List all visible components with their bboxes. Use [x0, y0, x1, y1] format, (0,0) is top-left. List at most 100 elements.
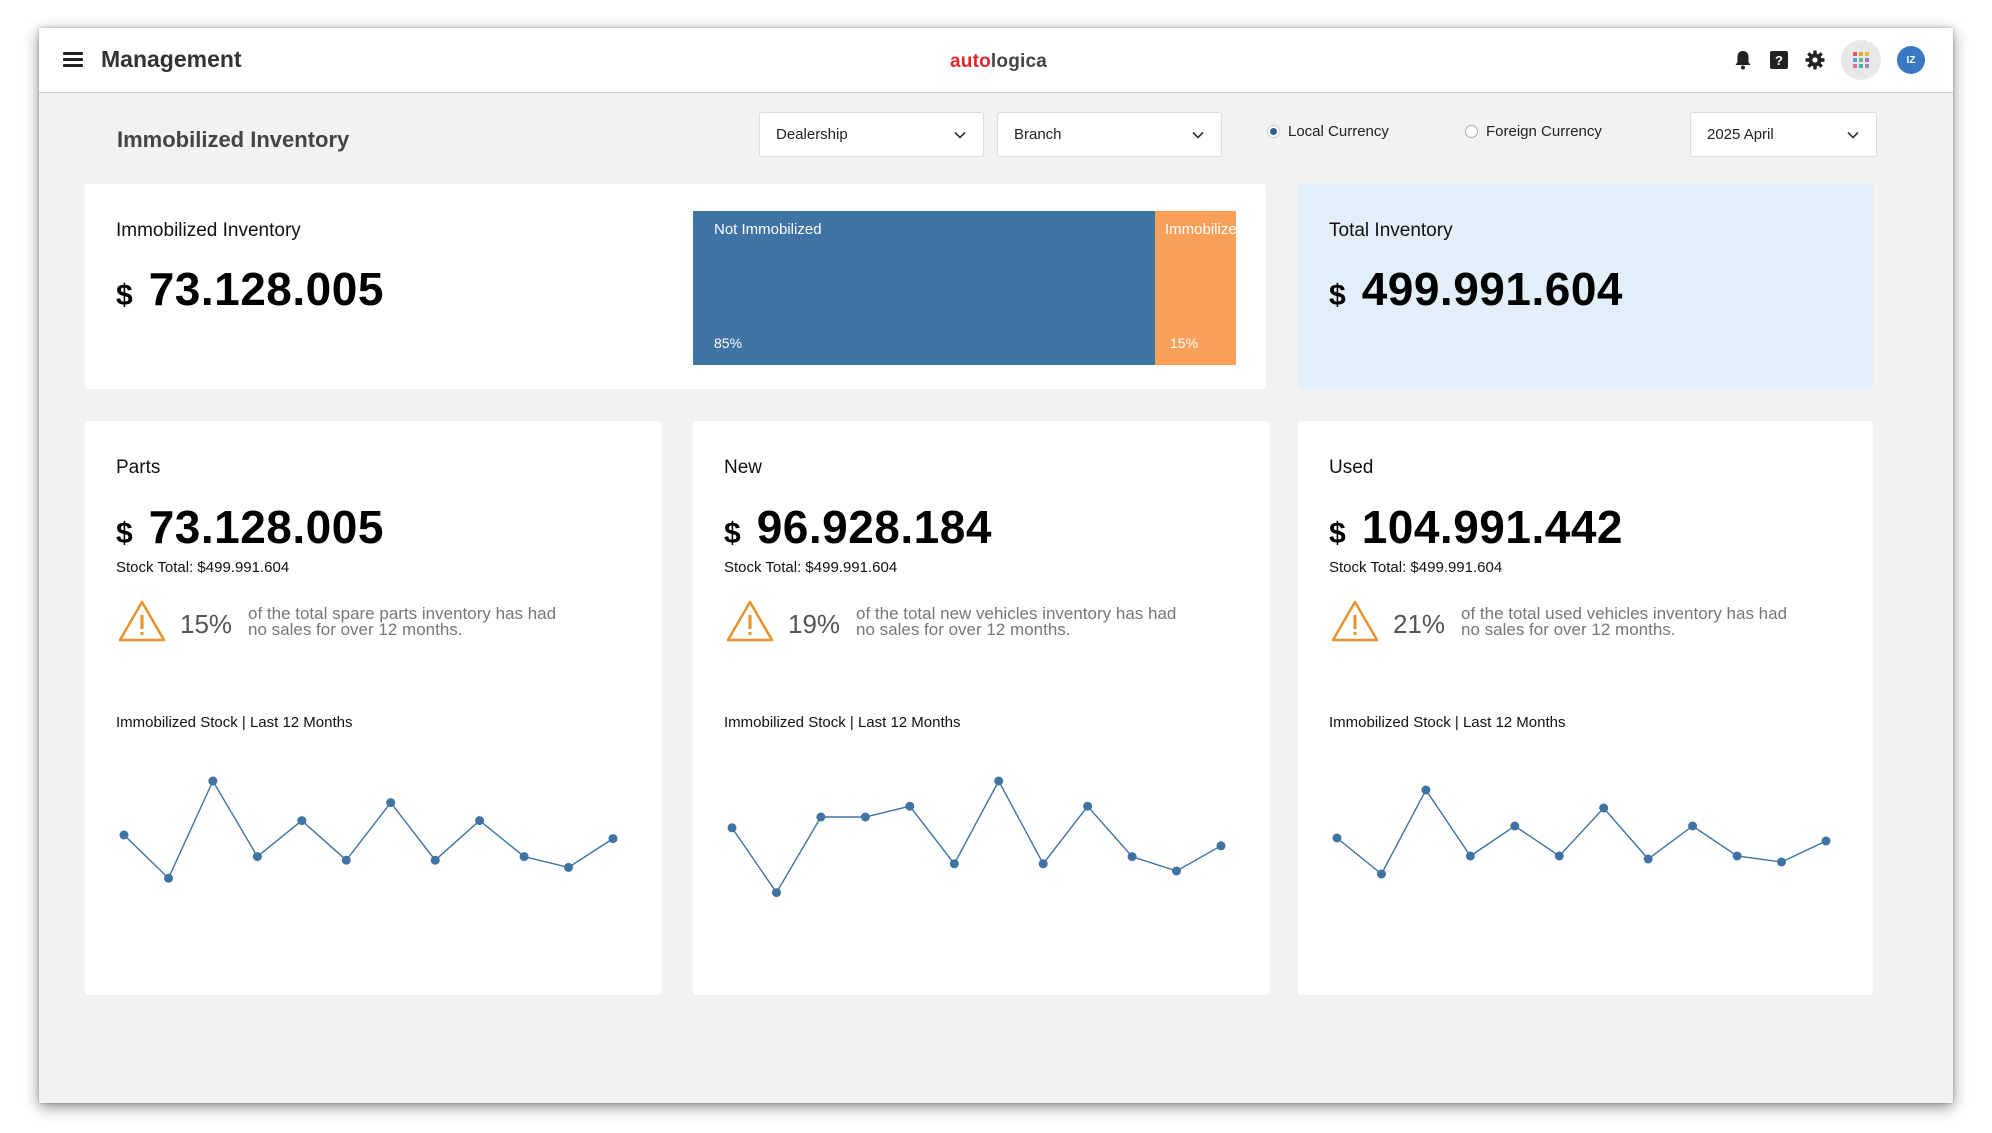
category-amount: $ 73.128.005 [116, 500, 384, 554]
category-label: Parts [116, 457, 161, 478]
category-value: 96.928.184 [756, 501, 992, 553]
warning-text: of the total new vehicles inventory has … [856, 604, 1177, 639]
category-amount: $ 104.991.442 [1329, 500, 1623, 554]
total-amount: $ 499.991.604 [1329, 262, 1623, 316]
not-immobilized-segment[interactable]: Not Immobilized 85% [693, 211, 1155, 365]
foreign-currency-label: Foreign Currency [1486, 123, 1602, 140]
dealership-dropdown[interactable]: Dealership [759, 112, 984, 157]
app-window: Management autologica ? IZ Immobilized I… [39, 28, 1953, 1103]
data-point[interactable] [208, 776, 218, 786]
user-avatar[interactable]: IZ [1897, 46, 1925, 74]
category-label: Used [1329, 457, 1374, 478]
local-currency-radio[interactable]: Local Currency [1267, 123, 1389, 140]
svg-text:?: ? [1775, 53, 1783, 68]
stock-total: Stock Total: $499.991.604 [1329, 559, 1503, 576]
currency-symbol: $ [116, 517, 133, 550]
category-value: 104.991.442 [1361, 501, 1623, 553]
data-point[interactable] [297, 816, 307, 826]
apps-grid-icon[interactable] [1841, 40, 1881, 80]
immobilized-segment-label: Immobilized [1165, 221, 1246, 238]
menu-icon[interactable] [63, 52, 83, 68]
data-point[interactable] [1599, 803, 1609, 813]
data-point[interactable] [1821, 836, 1831, 846]
data-point[interactable] [1554, 851, 1564, 861]
data-point[interactable] [1777, 857, 1786, 867]
chart-title: Immobilized Stock | Last 12 Months [724, 714, 961, 731]
total-label: Total Inventory [1329, 220, 1453, 241]
top-icons: ? IZ [1725, 40, 1925, 80]
period-dropdown[interactable]: 2025 April [1690, 112, 1877, 157]
branch-dropdown[interactable]: Branch [997, 112, 1222, 157]
currency-symbol: $ [724, 517, 741, 550]
parts-card: Parts $ 73.128.005 Stock Total: $499.991… [85, 421, 661, 995]
data-point[interactable] [1465, 851, 1475, 861]
data-point[interactable] [1083, 801, 1093, 811]
data-point[interactable] [164, 873, 173, 883]
period-value: 2025 April [1707, 126, 1774, 143]
category-amount: $ 96.928.184 [724, 500, 992, 554]
data-point[interactable] [994, 776, 1004, 786]
local-currency-label: Local Currency [1288, 123, 1389, 140]
data-point[interactable] [1038, 859, 1048, 869]
currency-symbol: $ [1329, 279, 1346, 312]
autologica-logo: autologica [950, 51, 1048, 72]
warning-icon [118, 600, 166, 642]
total-inventory-card: Total Inventory $ 499.991.604 [1298, 184, 1873, 389]
immobilized-summary-card: Immobilized Inventory $ 73.128.005 Not I… [85, 184, 1266, 389]
data-point[interactable] [1732, 851, 1742, 861]
help-icon[interactable]: ? [1761, 42, 1797, 78]
immobilized-stock-line-chart [727, 776, 1226, 898]
data-point[interactable] [564, 862, 573, 872]
data-point[interactable] [430, 855, 440, 865]
data-point[interactable] [727, 823, 737, 833]
data-point[interactable] [1688, 821, 1698, 831]
chevron-down-icon [954, 131, 966, 139]
data-point[interactable] [860, 812, 870, 822]
chevron-down-icon [1192, 131, 1204, 139]
data-point[interactable] [1172, 866, 1181, 876]
immobilized-stock-line-chart [119, 776, 618, 883]
foreign-currency-radio[interactable]: Foreign Currency [1465, 123, 1602, 140]
stock-total: Stock Total: $499.991.604 [116, 559, 290, 576]
data-point[interactable] [1421, 785, 1431, 795]
not-immobilized-pct: 85% [714, 335, 743, 351]
data-point[interactable] [772, 888, 781, 898]
data-point[interactable] [475, 816, 485, 826]
stock-total: Stock Total: $499.991.604 [724, 559, 898, 576]
data-point[interactable] [519, 852, 529, 862]
series-line [731, 779, 1222, 894]
used-card: Used $ 104.991.442 Stock Total: $499.991… [1298, 421, 1873, 995]
data-point[interactable] [1332, 833, 1342, 843]
gear-icon[interactable] [1797, 42, 1833, 78]
series-line [1336, 788, 1827, 876]
bell-icon[interactable] [1725, 42, 1761, 78]
immobilized-amount: $ 73.128.005 [116, 262, 384, 316]
data-point[interactable] [252, 852, 262, 862]
warning-icon [1331, 600, 1379, 642]
immobilized-percent: 15% [180, 609, 233, 639]
immobilized-label: Immobilized Inventory [116, 220, 301, 241]
data-point[interactable] [1510, 821, 1520, 831]
total-value: 499.991.604 [1361, 263, 1623, 315]
data-point[interactable] [1377, 869, 1386, 879]
data-point[interactable] [1127, 852, 1137, 862]
data-point[interactable] [816, 812, 826, 822]
data-point[interactable] [608, 834, 618, 844]
category-label: New [724, 457, 763, 478]
immobilized-stock-line-chart [1332, 785, 1831, 879]
immobilized-percent: 21% [1393, 609, 1446, 639]
data-point[interactable] [119, 830, 129, 840]
category-value: 73.128.005 [148, 501, 384, 553]
page-title: Immobilized Inventory [117, 127, 350, 152]
immobilized-pct: 15% [1170, 335, 1199, 351]
data-point[interactable] [905, 801, 915, 811]
immobilized-segment[interactable]: Immobilized 15% [1155, 211, 1245, 365]
immobilized-percent: 19% [788, 609, 841, 639]
data-point[interactable] [949, 859, 959, 869]
data-point[interactable] [1216, 841, 1226, 851]
data-point[interactable] [1643, 854, 1653, 864]
data-point[interactable] [386, 798, 396, 808]
top-bar: Management autologica ? IZ [39, 28, 1953, 93]
data-point[interactable] [341, 855, 351, 865]
not-immobilized-label: Not Immobilized [714, 221, 822, 238]
